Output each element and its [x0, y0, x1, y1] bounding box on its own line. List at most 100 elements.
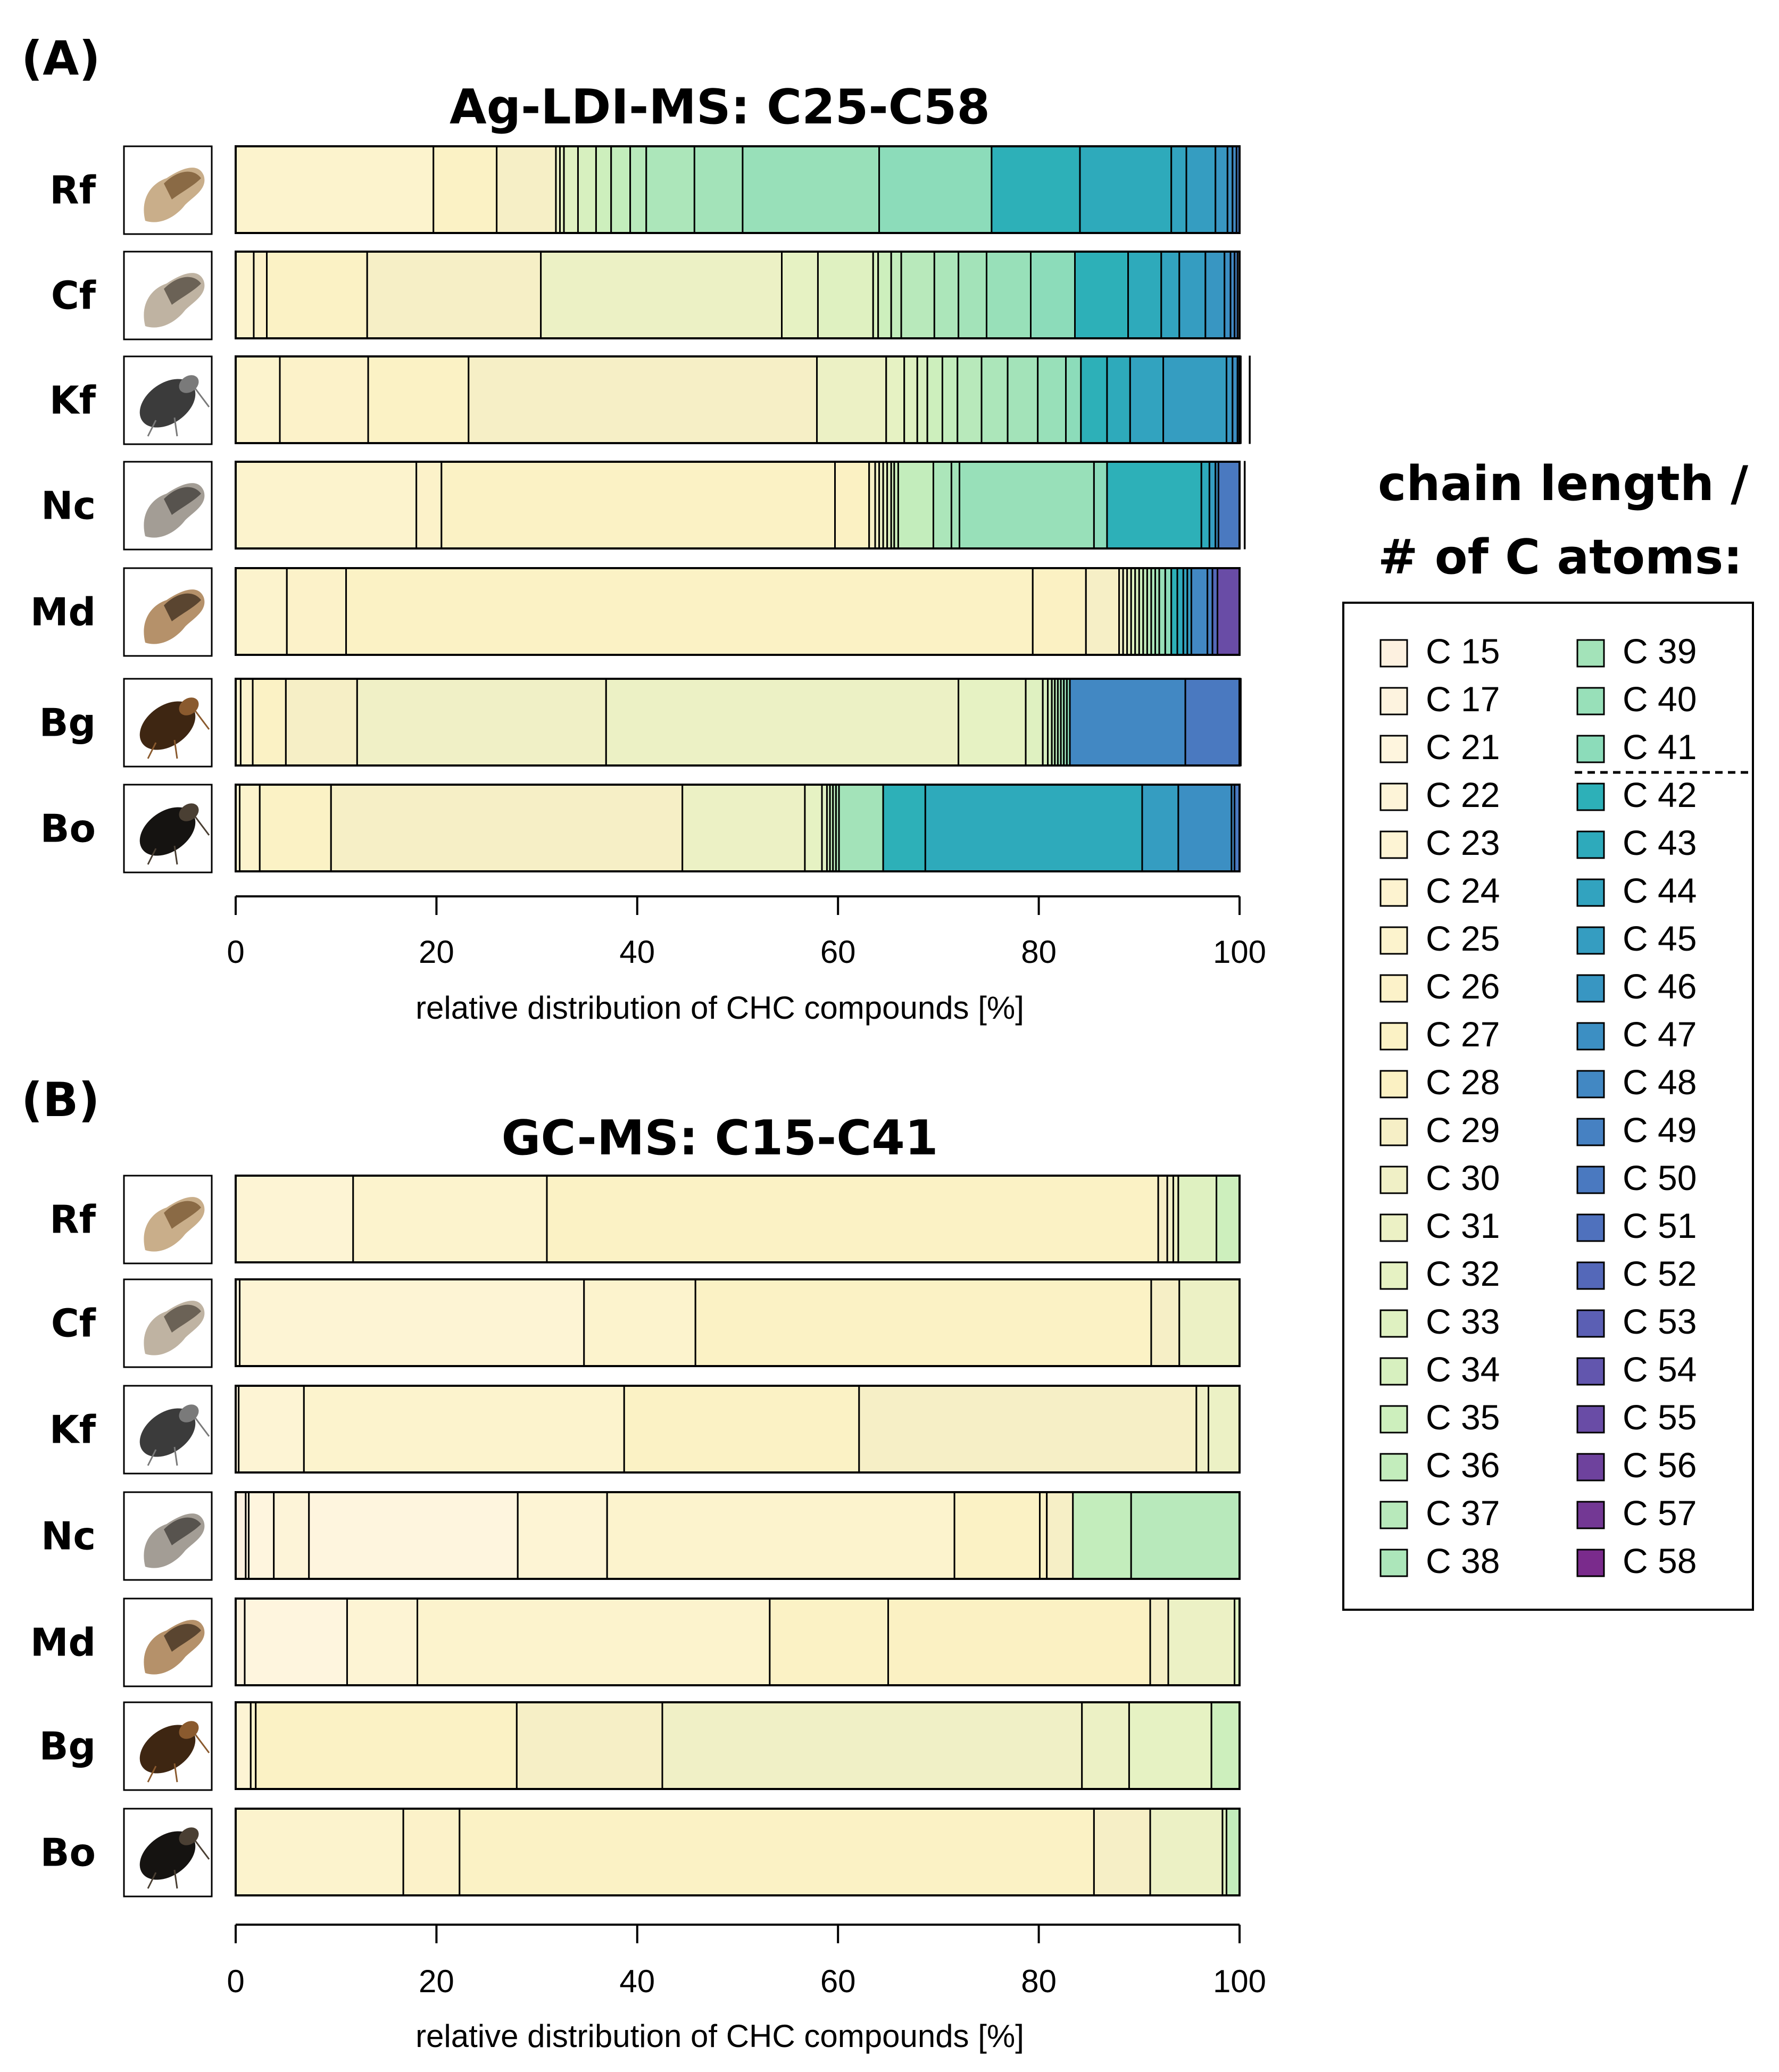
bar-segment [897, 461, 934, 550]
legend-swatch [1379, 1549, 1408, 1577]
legend-item: C 48 [1576, 1062, 1697, 1102]
legend-label: C 15 [1426, 631, 1500, 671]
legend-label: C 56 [1623, 1445, 1697, 1485]
bar-segment [1074, 251, 1129, 339]
legend-item: C 27 [1379, 1014, 1500, 1054]
bar-segment [540, 251, 783, 339]
bar-segment [953, 1491, 1041, 1580]
bar-segment [693, 145, 744, 234]
bar-row: Rf [49, 145, 1241, 235]
bar-segment [356, 678, 607, 767]
legend-label: C 44 [1623, 871, 1697, 910]
bar-segment [1243, 461, 1246, 550]
bar-segment [1225, 355, 1234, 444]
legend-label: C 35 [1426, 1397, 1500, 1437]
bar-segment [255, 1701, 518, 1790]
bar-segment [878, 145, 993, 234]
legend-swatch [1576, 1405, 1605, 1434]
bar-segment [1170, 567, 1178, 656]
bar-segment [903, 355, 918, 444]
legend-label: C 53 [1623, 1302, 1697, 1341]
bar-outline [235, 1385, 1241, 1474]
bar-segment [1032, 567, 1087, 656]
bar-segment [1093, 461, 1108, 550]
bar-segment [887, 1597, 1151, 1686]
x-axis-tick-label: 60 [820, 1963, 856, 1999]
bar-segment [1072, 1491, 1132, 1580]
bar-segment [916, 355, 928, 444]
panel-a-label: (A) [21, 31, 101, 86]
bar-segment [882, 784, 926, 872]
bar-segment [834, 461, 870, 550]
species-thumbnail [123, 784, 213, 873]
legend-item: C 51 [1576, 1206, 1697, 1245]
legend-swatch [1379, 783, 1408, 811]
bar-segment [816, 355, 887, 444]
legend-swatch [1576, 1166, 1605, 1194]
bar-segment [781, 251, 819, 339]
bar-segment [1150, 1278, 1181, 1367]
legend-swatch [1576, 1501, 1605, 1529]
bar-segment [352, 1175, 548, 1263]
legend-item: C 35 [1379, 1397, 1500, 1437]
species-label: Bg [39, 1724, 96, 1769]
legend-label: C 49 [1623, 1110, 1697, 1150]
bar-segment [330, 784, 684, 872]
legend-item: C 34 [1379, 1350, 1500, 1389]
legend-swatch [1379, 1501, 1408, 1529]
legend-label: C 42 [1623, 775, 1697, 814]
legend-label: C 48 [1623, 1062, 1697, 1102]
bar-segment [459, 1808, 1095, 1896]
legend-label: C 33 [1426, 1302, 1500, 1341]
species-label: Cf [51, 1301, 96, 1346]
legend-item: C 46 [1576, 967, 1697, 1006]
insect-legs [147, 708, 210, 759]
bar-row: Bg [39, 1701, 1241, 1791]
bar-segment [1177, 1175, 1218, 1263]
bar-segment [1184, 678, 1241, 767]
legend-label: C 22 [1426, 775, 1500, 814]
legend-label: C 37 [1426, 1493, 1500, 1533]
bar-segment [367, 355, 470, 444]
bar-segment [244, 1597, 348, 1686]
bar-segment [345, 567, 1034, 656]
legend-label: C 32 [1426, 1254, 1500, 1293]
legend-item: C 36 [1379, 1445, 1500, 1485]
bar-segment [1065, 355, 1082, 444]
bar-segment [991, 145, 1081, 234]
legend-swatch [1576, 1357, 1605, 1386]
legend-label: C 21 [1426, 727, 1500, 767]
legend-label: C 27 [1426, 1014, 1500, 1054]
legend-label: C 46 [1623, 967, 1697, 1006]
bar-segment [924, 784, 1143, 872]
legend-swatch [1379, 878, 1408, 907]
insect-head [179, 1404, 199, 1422]
species-label: Nc [41, 1514, 96, 1559]
bar-segment [1030, 251, 1076, 339]
x-axis-tick-label: 0 [227, 934, 244, 970]
bar-segment [1007, 355, 1039, 444]
legend-item: C 44 [1576, 871, 1697, 910]
bar-segment [681, 784, 806, 872]
x-axis-tick-label: 40 [619, 934, 655, 970]
bar-segment [239, 1278, 585, 1367]
panel-a: (A) Ag-LDI-MS: C25-C58 Rf Cf Kf Nc Md Bg Bo 0 2… [21, 31, 1266, 1026]
bar-segment [1170, 145, 1187, 234]
insect-head [179, 1721, 199, 1739]
legend-label: C 29 [1426, 1110, 1500, 1150]
legend-item: C 28 [1379, 1062, 1500, 1102]
bar-segment [605, 678, 960, 767]
legend-item: C 57 [1576, 1493, 1697, 1533]
bar-segment [1217, 461, 1241, 550]
x-axis-tick-label: 0 [227, 1963, 244, 1999]
bar-segment [817, 251, 874, 339]
bar-segment [900, 251, 935, 339]
bar-segment [583, 1278, 696, 1367]
panel-b-x-axis: 0 20 40 60 80 100 [227, 1924, 1266, 1999]
legend-item: C 31 [1379, 1206, 1500, 1245]
legend-swatch [1379, 1453, 1408, 1482]
legend-label: C 31 [1426, 1206, 1500, 1245]
bar-segment [933, 251, 960, 339]
bar-outline [235, 784, 1241, 872]
